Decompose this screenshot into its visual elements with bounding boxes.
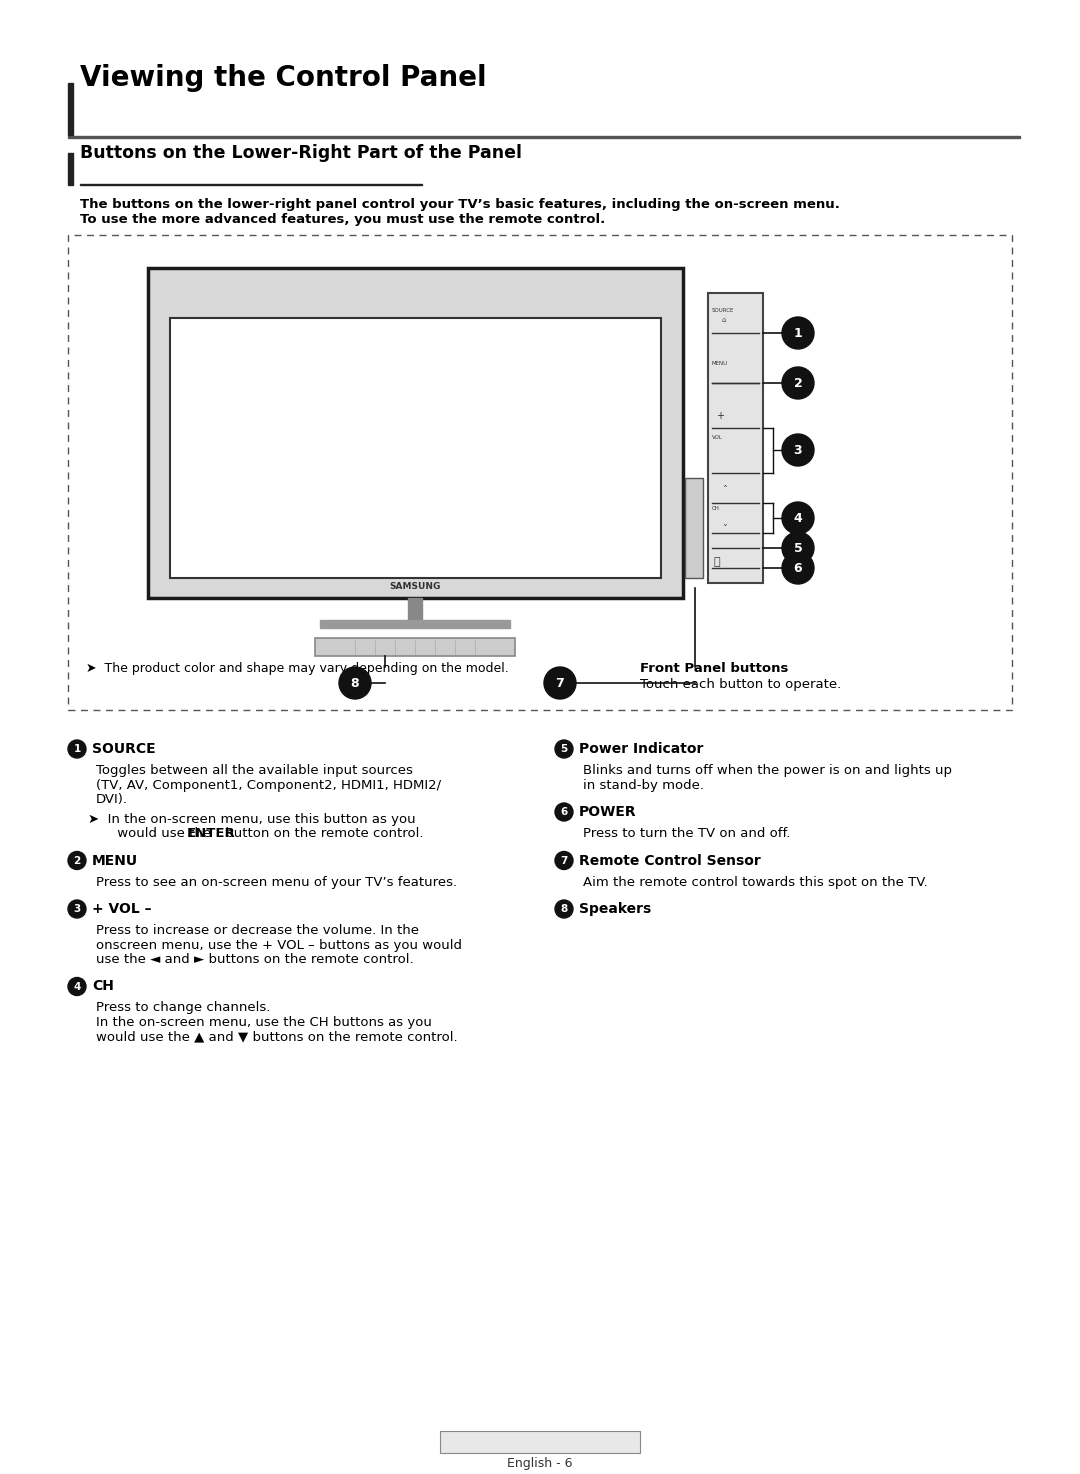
Bar (80, 183, 422, 186)
Text: To use the more advanced features, you must use the remote control.: To use the more advanced features, you m… (80, 214, 605, 226)
Text: Press to turn the TV on and off.: Press to turn the TV on and off. (583, 827, 791, 840)
Text: DVI).: DVI). (96, 793, 129, 806)
Circle shape (555, 803, 573, 821)
Text: Front Panel buttons: Front Panel buttons (640, 662, 788, 675)
Text: 6: 6 (794, 562, 802, 575)
Bar (68, 153, 73, 186)
Text: 1: 1 (73, 744, 81, 755)
Circle shape (544, 668, 576, 699)
Text: Power Indicator: Power Indicator (579, 741, 703, 756)
Circle shape (68, 901, 86, 918)
Text: POWER: POWER (579, 805, 636, 820)
Text: 8: 8 (351, 677, 360, 690)
Text: + VOL –: + VOL – (92, 902, 151, 915)
Text: ⏻: ⏻ (714, 557, 720, 567)
Text: ⌂: ⌂ (723, 317, 727, 323)
Circle shape (68, 740, 86, 758)
Text: Blinks and turns off when the power is on and lights up: Blinks and turns off when the power is o… (583, 764, 951, 777)
Text: ENTER: ENTER (187, 827, 235, 840)
Text: 4: 4 (73, 982, 81, 992)
Text: 3: 3 (73, 904, 81, 914)
Circle shape (68, 977, 86, 995)
Text: (TV, AV, Component1, Component2, HDMI1, HDMI2/: (TV, AV, Component1, Component2, HDMI1, … (96, 778, 441, 792)
Text: in stand-by mode.: in stand-by mode. (583, 778, 704, 792)
Text: English - 6: English - 6 (508, 1458, 572, 1471)
Circle shape (68, 852, 86, 870)
Text: 1: 1 (794, 327, 802, 339)
Bar (315, 638, 515, 656)
Bar (68, 136, 1020, 139)
Text: SOURCE: SOURCE (712, 308, 734, 312)
Text: 8: 8 (561, 904, 568, 914)
Bar (68, 234, 1012, 710)
Circle shape (555, 901, 573, 918)
Text: Press to increase or decrease the volume. In the: Press to increase or decrease the volume… (96, 924, 419, 937)
Text: Speakers: Speakers (579, 902, 651, 915)
Text: 5: 5 (794, 541, 802, 554)
Text: 5: 5 (561, 744, 568, 755)
Bar (685, 478, 703, 578)
Circle shape (339, 668, 372, 699)
Text: 4: 4 (794, 511, 802, 525)
Text: Remote Control Sensor: Remote Control Sensor (579, 853, 760, 868)
Text: would use the: would use the (96, 827, 215, 840)
Text: SAMSUNG: SAMSUNG (390, 582, 442, 591)
Bar (170, 318, 661, 578)
Text: CH: CH (712, 506, 720, 511)
Circle shape (555, 852, 573, 870)
Circle shape (782, 503, 814, 534)
Text: The buttons on the lower-right panel control your TV’s basic features, including: The buttons on the lower-right panel con… (80, 198, 840, 211)
Text: SOURCE: SOURCE (92, 741, 156, 756)
Bar (408, 598, 422, 621)
Text: Buttons on the Lower-Right Part of the Panel: Buttons on the Lower-Right Part of the P… (80, 144, 522, 162)
Text: MENU: MENU (712, 361, 728, 366)
Text: In the on-screen menu, use the CH buttons as you: In the on-screen menu, use the CH button… (96, 1016, 432, 1029)
Text: button on the remote control.: button on the remote control. (221, 827, 423, 840)
Text: Touch each button to operate.: Touch each button to operate. (640, 678, 841, 691)
Circle shape (555, 740, 573, 758)
Text: ➤  The product color and shape may vary depending on the model.: ➤ The product color and shape may vary d… (86, 662, 509, 675)
Text: CH: CH (92, 980, 113, 993)
Text: Press to change channels.: Press to change channels. (96, 1001, 270, 1014)
Circle shape (782, 367, 814, 399)
Bar (440, 1431, 640, 1453)
Text: VOL: VOL (712, 435, 723, 441)
Text: onscreen menu, use the + VOL – buttons as you would: onscreen menu, use the + VOL – buttons a… (96, 939, 462, 952)
Text: Press to see an on-screen menu of your TV’s features.: Press to see an on-screen menu of your T… (96, 876, 457, 889)
Text: Aim the remote control towards this spot on the TV.: Aim the remote control towards this spot… (583, 876, 928, 889)
Text: Toggles between all the available input sources: Toggles between all the available input … (96, 764, 413, 777)
Text: 3: 3 (794, 444, 802, 457)
Text: 7: 7 (555, 677, 565, 690)
Text: +: + (716, 411, 724, 422)
Text: Viewing the Control Panel: Viewing the Control Panel (80, 63, 487, 91)
Bar (68, 83, 73, 136)
Text: 6: 6 (561, 806, 568, 817)
Circle shape (782, 551, 814, 584)
Text: ˆ: ˆ (723, 486, 727, 495)
Text: 2: 2 (73, 855, 81, 865)
Circle shape (782, 317, 814, 349)
Text: MENU: MENU (92, 853, 138, 868)
Text: ➤  In the on-screen menu, use this button as you: ➤ In the on-screen menu, use this button… (87, 812, 416, 825)
Bar (708, 293, 762, 584)
Text: 2: 2 (794, 376, 802, 389)
Text: use the ◄ and ► buttons on the remote control.: use the ◄ and ► buttons on the remote co… (96, 954, 414, 965)
Circle shape (782, 433, 814, 466)
Text: ˇ: ˇ (723, 525, 727, 535)
Bar (320, 621, 510, 628)
Text: would use the ▲ and ▼ buttons on the remote control.: would use the ▲ and ▼ buttons on the rem… (96, 1030, 458, 1044)
Text: 7: 7 (561, 855, 568, 865)
Bar (148, 268, 683, 598)
Circle shape (782, 532, 814, 565)
